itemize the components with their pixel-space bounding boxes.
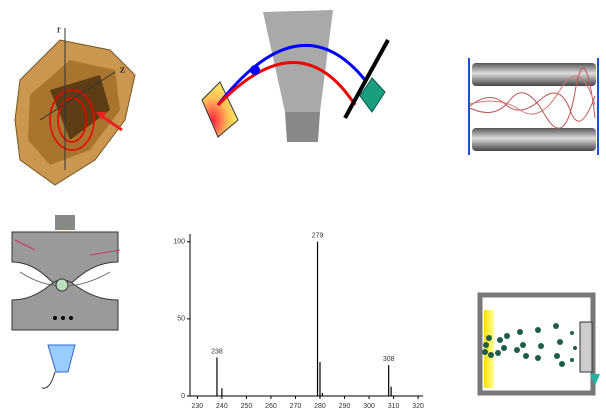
peak [319,362,320,396]
x-tick-label: 260 [265,403,277,410]
x-tick-label: 250 [241,403,253,410]
figure: r z 0501002302 [0,0,606,411]
x-tick-label: 310 [388,403,400,410]
peak-label: 238 [211,348,223,355]
x-tick-label: 230 [192,403,204,410]
quadrupole-rods [469,58,598,155]
x-tick-label: 300 [363,403,375,410]
peak [388,365,389,396]
mass-spectrum: 0 50 100 230 240 250 260 270 280 290 300 310 320 238 2… [173,233,424,410]
y-tick-label: 0 [181,393,185,400]
peak [322,393,323,396]
axis-label: r [57,24,61,36]
peak-label: 308 [383,356,395,363]
peak [317,242,318,396]
peak-label: 279 [312,233,324,240]
x-tick-label: 290 [339,403,351,410]
y-tick-label: 50 [177,316,185,323]
x-tick-label: 270 [290,403,302,410]
x-tick-label: 280 [314,403,326,410]
drift-tube [480,295,600,393]
axis-label: z [120,64,125,76]
y-tick-label: 100 [173,239,185,246]
x-tick-label: 320 [412,403,424,410]
magnetic-sector [202,10,388,142]
ion-trap-3d: r z [15,24,135,185]
peak [391,387,392,396]
x-tick-label: 240 [216,403,228,410]
ion-trap-section [12,215,120,388]
peak [221,388,222,396]
peak [216,357,217,396]
